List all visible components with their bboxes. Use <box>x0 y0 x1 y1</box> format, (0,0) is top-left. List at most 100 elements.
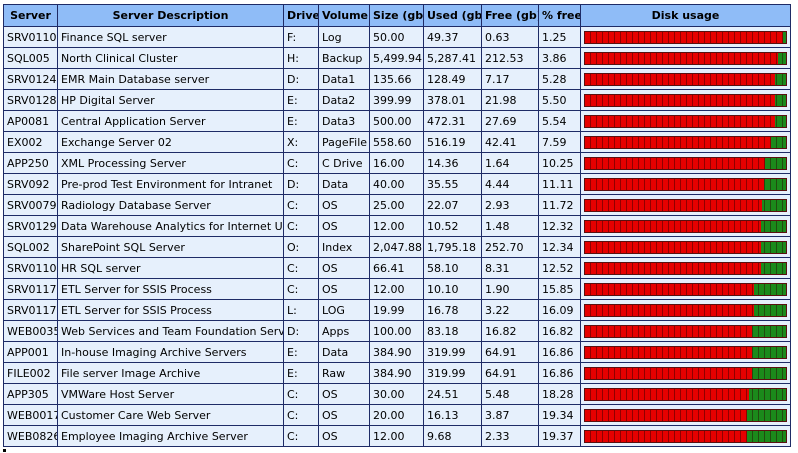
header-description[interactable]: Server Description <box>57 4 284 27</box>
table-row: SRV0124 EMR Main Database server D: Data1 13… <box>3 68 791 90</box>
cell-pct-free: 12.34 <box>538 236 581 258</box>
cell-drive: H: <box>283 47 319 69</box>
cell-free: 16.82 <box>481 320 539 342</box>
disk-usage-bar <box>584 219 787 233</box>
cell-disk-usage <box>580 194 791 216</box>
cell-used: 1,795.18 <box>423 236 482 258</box>
table-row: SRV0129 Data Warehouse Analytics for Inte… <box>3 215 791 237</box>
header-free[interactable]: Free (gb) <box>481 4 539 27</box>
cell-used: 16.13 <box>423 404 482 426</box>
cell-free: 64.91 <box>481 341 539 363</box>
disk-usage-used-fill <box>585 178 764 190</box>
disk-usage-segments <box>585 178 786 190</box>
disk-usage-used-fill <box>585 241 762 253</box>
cell-description: Finance SQL server <box>57 26 284 48</box>
table-row: SRV0110 HR SQL server C: OS 66.41 58.10 8.31 12… <box>3 257 791 279</box>
cell-size: 40.00 <box>369 173 424 195</box>
disk-usage-bar <box>584 51 787 65</box>
disk-usage-segments <box>585 157 786 169</box>
cell-pct-free: 10.25 <box>538 152 581 174</box>
disk-usage-segments <box>585 325 786 337</box>
table-row: WEB0017 Customer Care Web Server C: OS 20.00… <box>3 404 791 426</box>
cell-used: 516.19 <box>423 131 482 153</box>
cell-used: 319.99 <box>423 341 482 363</box>
header-size[interactable]: Size (gb) <box>369 4 424 27</box>
cell-drive: C: <box>283 194 319 216</box>
cell-server: SRV0117 <box>3 299 58 321</box>
cell-description: Employee Imaging Archive Server <box>57 425 284 447</box>
disk-usage-used-fill <box>585 304 754 316</box>
cell-drive: C: <box>283 425 319 447</box>
cell-server: SRV0079 <box>3 194 58 216</box>
disk-usage-segments <box>585 346 786 358</box>
cell-used: 378.01 <box>423 89 482 111</box>
cell-disk-usage <box>580 131 791 153</box>
cell-pct-free: 11.72 <box>538 194 581 216</box>
cell-disk-usage <box>580 425 791 447</box>
cell-volume: PageFile <box>318 131 370 153</box>
cell-free: 27.69 <box>481 110 539 132</box>
cell-drive: C: <box>283 152 319 174</box>
cell-server: SRV092 <box>3 173 58 195</box>
cell-drive: E: <box>283 89 319 111</box>
cell-disk-usage <box>580 68 791 90</box>
cell-description: North Clinical Cluster <box>57 47 284 69</box>
disk-usage-used-fill <box>585 199 763 211</box>
cell-size: 500.00 <box>369 110 424 132</box>
cell-size: 12.00 <box>369 215 424 237</box>
disk-usage-bar <box>584 30 787 44</box>
cell-server: SRV0124 <box>3 68 58 90</box>
cell-pct-free: 11.11 <box>538 173 581 195</box>
cell-size: 384.90 <box>369 341 424 363</box>
cell-description: File server Image Archive <box>57 362 284 384</box>
cell-free: 3.22 <box>481 299 539 321</box>
header-disk-usage[interactable]: Disk usage <box>580 4 791 27</box>
cell-pct-free: 18.28 <box>538 383 581 405</box>
cell-description: Pre-prod Test Environment for Intranet <box>57 173 284 195</box>
disk-usage-segments <box>585 220 786 232</box>
cell-pct-free: 3.86 <box>538 47 581 69</box>
disk-usage-segments <box>585 262 786 274</box>
cell-drive: E: <box>283 341 319 363</box>
cell-server: SRV0129 <box>3 215 58 237</box>
disk-usage-used-fill <box>585 367 753 379</box>
cell-description: Central Application Server <box>57 110 284 132</box>
header-volume[interactable]: Volume <box>318 4 370 27</box>
cell-size: 5,499.94 <box>369 47 424 69</box>
table-row: APP305 VMWare Host Server C: OS 30.00 24.51 5.… <box>3 383 791 405</box>
cell-drive: D: <box>283 68 319 90</box>
cell-drive: C: <box>283 257 319 279</box>
cell-drive: F: <box>283 26 319 48</box>
cell-drive: E: <box>283 362 319 384</box>
disk-usage-segments <box>585 73 786 85</box>
cell-used: 128.49 <box>423 68 482 90</box>
disk-usage-segments <box>585 430 786 442</box>
cell-size: 100.00 <box>369 320 424 342</box>
table-row: SRV092 Pre-prod Test Environment for Intr… <box>3 173 791 195</box>
disk-usage-segments <box>585 136 786 148</box>
table-row: FILE002 File server Image Archive E: Raw 384… <box>3 362 791 384</box>
header-used[interactable]: Used (gb) <box>423 4 482 27</box>
header-pct-free[interactable]: % free <box>538 4 581 27</box>
disk-usage-bar <box>584 387 787 401</box>
cell-drive: C: <box>283 215 319 237</box>
cell-pct-free: 5.28 <box>538 68 581 90</box>
disk-usage-segments <box>585 304 786 316</box>
header-server[interactable]: Server <box>3 4 58 27</box>
cell-disk-usage <box>580 173 791 195</box>
cell-size: 135.66 <box>369 68 424 90</box>
cell-free: 3.87 <box>481 404 539 426</box>
header-drive[interactable]: Drive <box>283 4 319 27</box>
cell-used: 35.55 <box>423 173 482 195</box>
cell-drive: X: <box>283 131 319 153</box>
cell-disk-usage <box>580 299 791 321</box>
cell-volume: OS <box>318 278 370 300</box>
cell-drive: L: <box>283 299 319 321</box>
disk-usage-used-fill <box>585 346 753 358</box>
disk-usage-bar <box>584 114 787 128</box>
disk-usage-bar <box>584 198 787 212</box>
cell-server: WEB0826 <box>3 425 58 447</box>
cell-free: 5.48 <box>481 383 539 405</box>
cell-description: XML Processing Server <box>57 152 284 174</box>
cell-server: APP001 <box>3 341 58 363</box>
